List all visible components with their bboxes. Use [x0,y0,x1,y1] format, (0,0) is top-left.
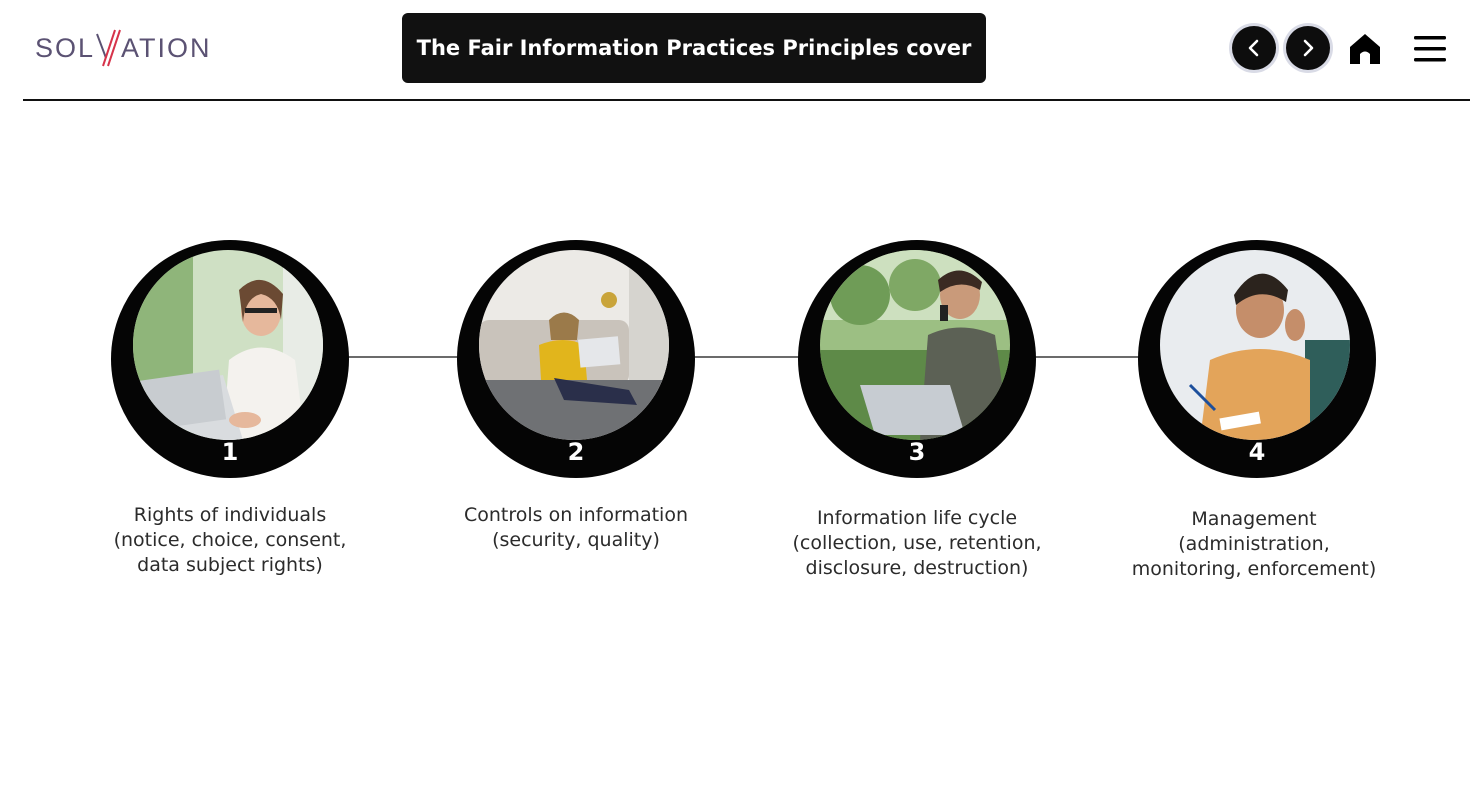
logo-text-right: ATION [121,32,212,63]
step-photo-man-on-phone [820,250,1010,440]
step-1-caption: Rights of individuals (notice, choice, c… [80,503,380,578]
step-4[interactable]: 4 [1138,240,1376,478]
caption-line: Information life cycle [816,507,1018,529]
caption-line: disclosure, destruction) [805,557,1029,579]
logo-text-left: SOL [35,32,96,63]
previous-button[interactable] [1232,26,1276,70]
step-number: 2 [567,438,585,466]
step-number: 3 [908,438,926,466]
caption-line: Controls on information [464,504,688,526]
step-1[interactable]: 1 [111,240,349,478]
next-button[interactable] [1286,26,1330,70]
step-3[interactable]: 3 [798,240,1036,478]
menu-button[interactable] [1412,33,1448,65]
connector-line [348,356,460,358]
caption-line: monitoring, enforcement) [1131,558,1377,580]
step-number: 1 [221,438,239,466]
step-photo-man-writing [1160,250,1350,440]
step-2-caption: Controls on information (security, quali… [426,503,726,553]
step-photo-woman-at-laptop [133,250,323,440]
step-3-caption: Information life cycle (collection, use,… [767,506,1067,581]
slide-title-bar: The Fair Information Practices Principle… [402,13,986,83]
step-photo-woman-on-floor [479,250,669,440]
step-number: 4 [1248,438,1266,466]
step-2[interactable]: 2 [457,240,695,478]
slide-title: The Fair Information Practices Principle… [416,36,972,60]
caption-line: (notice, choice, consent, [113,529,347,551]
chevron-right-icon [1303,39,1314,57]
step-4-caption: Management (administration, monitoring, … [1104,507,1404,582]
solvation-logo[interactable]: SOL ATION [35,28,212,68]
home-button[interactable] [1347,31,1383,67]
home-icon [1350,34,1380,64]
caption-line: (administration, [1178,533,1330,555]
caption-line: (collection, use, retention, [792,532,1042,554]
connector-line [1033,356,1141,358]
hamburger-menu-icon [1414,36,1446,62]
caption-line: Management [1191,508,1317,530]
logo-slash-mark-icon [96,29,121,67]
header-divider [23,99,1470,101]
caption-line: Rights of individuals [133,504,327,526]
connector-line [692,356,800,358]
caption-line: data subject rights) [137,554,323,576]
caption-line: (security, quality) [492,529,660,551]
chevron-left-icon [1248,39,1259,57]
